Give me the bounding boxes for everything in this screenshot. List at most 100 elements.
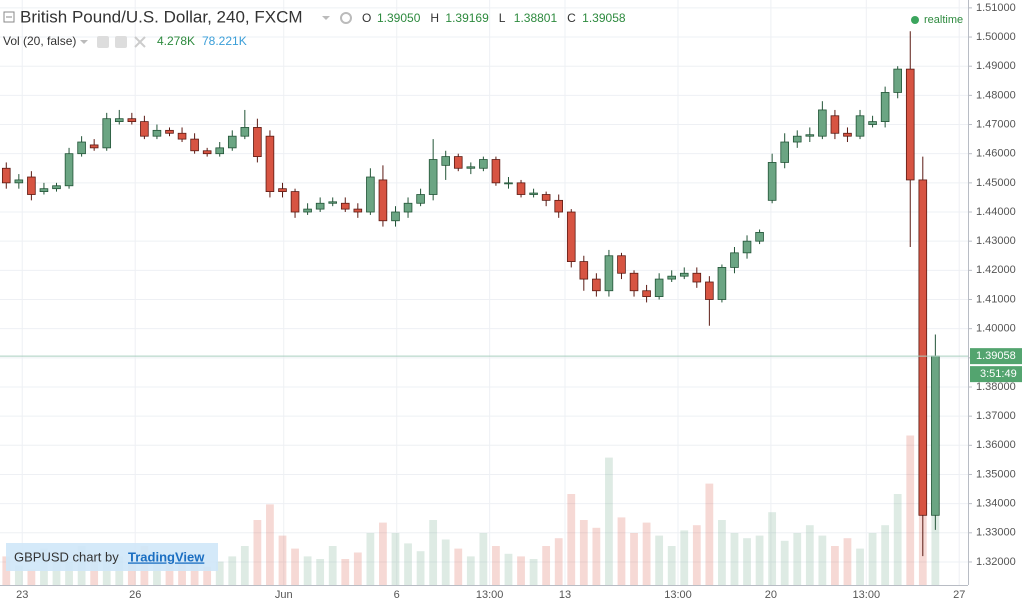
candle-body — [541, 194, 551, 201]
candle-body — [604, 255, 614, 292]
candle-body — [705, 281, 714, 300]
volume-bar — [906, 435, 915, 585]
volume-study: Vol (20, false) — [3, 34, 76, 48]
volume-bar — [617, 517, 626, 585]
candle-body — [366, 176, 375, 213]
candle-body — [792, 135, 802, 143]
y-tick-label: 1.50000 — [976, 31, 1016, 43]
last-price-box — [970, 348, 1022, 365]
candle-body — [516, 182, 526, 195]
countdown-box — [970, 366, 1022, 383]
attribution-text: GBPUSD chart by — [14, 549, 119, 564]
volume-bar — [780, 540, 789, 585]
y-tick-label: 1.36000 — [976, 439, 1016, 451]
volume-bar — [391, 533, 400, 585]
volume-bar — [353, 552, 362, 585]
volume-bar — [429, 520, 438, 585]
candle-body — [152, 129, 162, 137]
y-tick-label: 1.45000 — [976, 177, 1016, 189]
candle-body — [253, 127, 262, 158]
candle-body — [918, 179, 928, 516]
candle-body — [428, 159, 438, 195]
remove-icon[interactable] — [134, 36, 146, 48]
candle-body — [290, 191, 300, 213]
y-tick-label: 1.44000 — [976, 206, 1016, 218]
volume-bar — [805, 525, 814, 585]
candle-body — [102, 118, 112, 149]
candle-body — [742, 240, 752, 254]
volume-bar — [291, 548, 299, 585]
candle-body — [89, 144, 99, 149]
candle-body — [27, 176, 36, 195]
candle-body — [227, 135, 237, 149]
candle-body — [240, 127, 250, 137]
volume-bar — [630, 533, 638, 585]
candle-body — [39, 188, 49, 192]
x-tick-label: Jun — [275, 589, 293, 601]
collapse-icon[interactable] — [3, 11, 15, 23]
volume-bar — [831, 546, 839, 585]
volume-bar — [341, 559, 350, 585]
attribution-link[interactable]: TradingView — [128, 549, 205, 564]
candle-body — [215, 147, 225, 155]
study-menu[interactable] — [80, 40, 88, 44]
volume-bar — [504, 553, 513, 585]
volume-bar — [680, 530, 689, 585]
candle-body — [391, 211, 400, 222]
volume-bar — [529, 559, 538, 585]
volume-bar — [793, 533, 802, 585]
visibility-icon[interactable] — [97, 36, 109, 48]
volume-bar — [441, 539, 450, 585]
volume-bar — [379, 522, 387, 585]
volume-bar — [90, 559, 99, 585]
volume-bar — [215, 561, 224, 585]
countdown: 3:51:49 — [980, 368, 1017, 380]
title-menu[interactable] — [322, 16, 330, 20]
y-tick-label: 1.34000 — [976, 498, 1016, 510]
volume-ma: 78.221K — [202, 34, 247, 48]
ohlc-key: H — [430, 11, 439, 25]
settings-icon[interactable] — [340, 12, 352, 24]
volume-bar — [65, 561, 73, 585]
volume-bar — [655, 535, 664, 585]
volume-bar — [165, 559, 174, 585]
candle-body — [642, 290, 651, 297]
volume-bar — [517, 556, 525, 585]
y-tick-label: 1.42000 — [976, 264, 1016, 276]
volume-bar — [466, 556, 475, 585]
chart-title: British Pound/U.S. Dollar, 240, FXCM — [20, 7, 303, 26]
volume-bar — [605, 457, 613, 585]
candle-body — [730, 252, 739, 268]
candle-body — [529, 192, 538, 195]
x-tick-label: 13 — [559, 589, 571, 601]
candle-body — [403, 202, 413, 213]
volume-bar — [479, 533, 488, 585]
volume-bar — [579, 520, 588, 585]
candle-body — [127, 118, 137, 123]
volume-bar — [228, 556, 237, 585]
volume-bar — [567, 494, 576, 585]
candle-body — [805, 134, 815, 137]
candle-body — [1, 167, 11, 184]
volume-bar — [755, 535, 764, 585]
volume-bar — [705, 483, 714, 585]
volume-bar — [743, 538, 751, 585]
candle-body — [843, 132, 852, 137]
candle-body — [265, 135, 275, 192]
y-tick-label: 1.43000 — [976, 235, 1016, 247]
volume-bar — [203, 566, 212, 585]
x-tick-label: 6 — [394, 589, 400, 601]
candle-body — [679, 272, 689, 277]
candle-body — [453, 156, 463, 169]
y-tick-label: 1.51000 — [976, 2, 1016, 14]
ohlc-key: L — [499, 11, 506, 25]
candle-body — [554, 199, 563, 213]
volume-bar — [667, 546, 676, 585]
study-settings-icon[interactable] — [115, 36, 127, 48]
candle-body — [692, 272, 702, 283]
y-tick-label: 1.38000 — [976, 381, 1016, 393]
volume-bar — [893, 494, 902, 585]
candle-body — [328, 201, 338, 204]
